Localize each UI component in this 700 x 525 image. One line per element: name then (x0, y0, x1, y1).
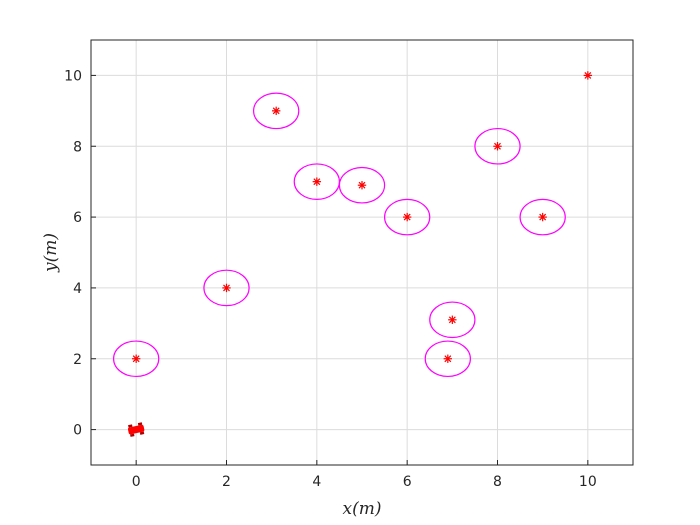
y-tick-label: 0 (73, 423, 82, 439)
obstacle-center-marker (448, 315, 457, 324)
goal-marker (583, 71, 593, 80)
vehicle (127, 422, 145, 437)
obstacle-circle (112, 340, 160, 378)
y-tick-label: 10 (64, 68, 82, 84)
x-axis-label: x(m) (343, 499, 382, 519)
obstacle-circle (203, 269, 250, 307)
obstacle-center-marker (271, 106, 281, 116)
obstacle-center-marker (357, 181, 367, 190)
x-tick-label: 4 (312, 474, 321, 490)
obstacle-center-marker (402, 212, 412, 222)
obstacle-circle (383, 198, 431, 236)
obstacle-center-marker (443, 354, 453, 363)
obstacle-circle (252, 92, 300, 130)
obstacle-circle (474, 127, 521, 165)
obstacle-circle (429, 301, 476, 339)
y-axis-label: y(m) (41, 233, 61, 273)
obstacles (112, 92, 566, 378)
plot-area (90, 39, 634, 466)
obstacle-center-marker (312, 177, 322, 186)
obstacle-center-marker (222, 283, 231, 293)
axis-ticks: 0 2 4 6 8 10 0 2 4 6 8 10 (64, 68, 597, 490)
x-tick-label: 0 (132, 474, 141, 490)
obstacle-circle (519, 198, 566, 236)
obstacle-circle (424, 340, 472, 378)
y-tick-label: 4 (73, 281, 82, 297)
y-tick-label: 2 (73, 352, 82, 368)
x-tick-label: 10 (579, 474, 597, 490)
y-tick-label: 8 (73, 139, 82, 155)
markers (131, 71, 593, 363)
x-tick-label: 6 (403, 474, 412, 490)
obstacle-circle (338, 166, 386, 204)
x-tick-label: 2 (222, 474, 231, 490)
vehicle-icon (127, 422, 145, 437)
y-tick-label: 6 (73, 210, 82, 226)
obstacle-center-marker (493, 142, 502, 151)
grid (91, 40, 633, 465)
x-tick-label: 8 (493, 474, 502, 490)
obstacle-center-marker (538, 212, 547, 222)
obstacle-center-marker (131, 354, 141, 363)
